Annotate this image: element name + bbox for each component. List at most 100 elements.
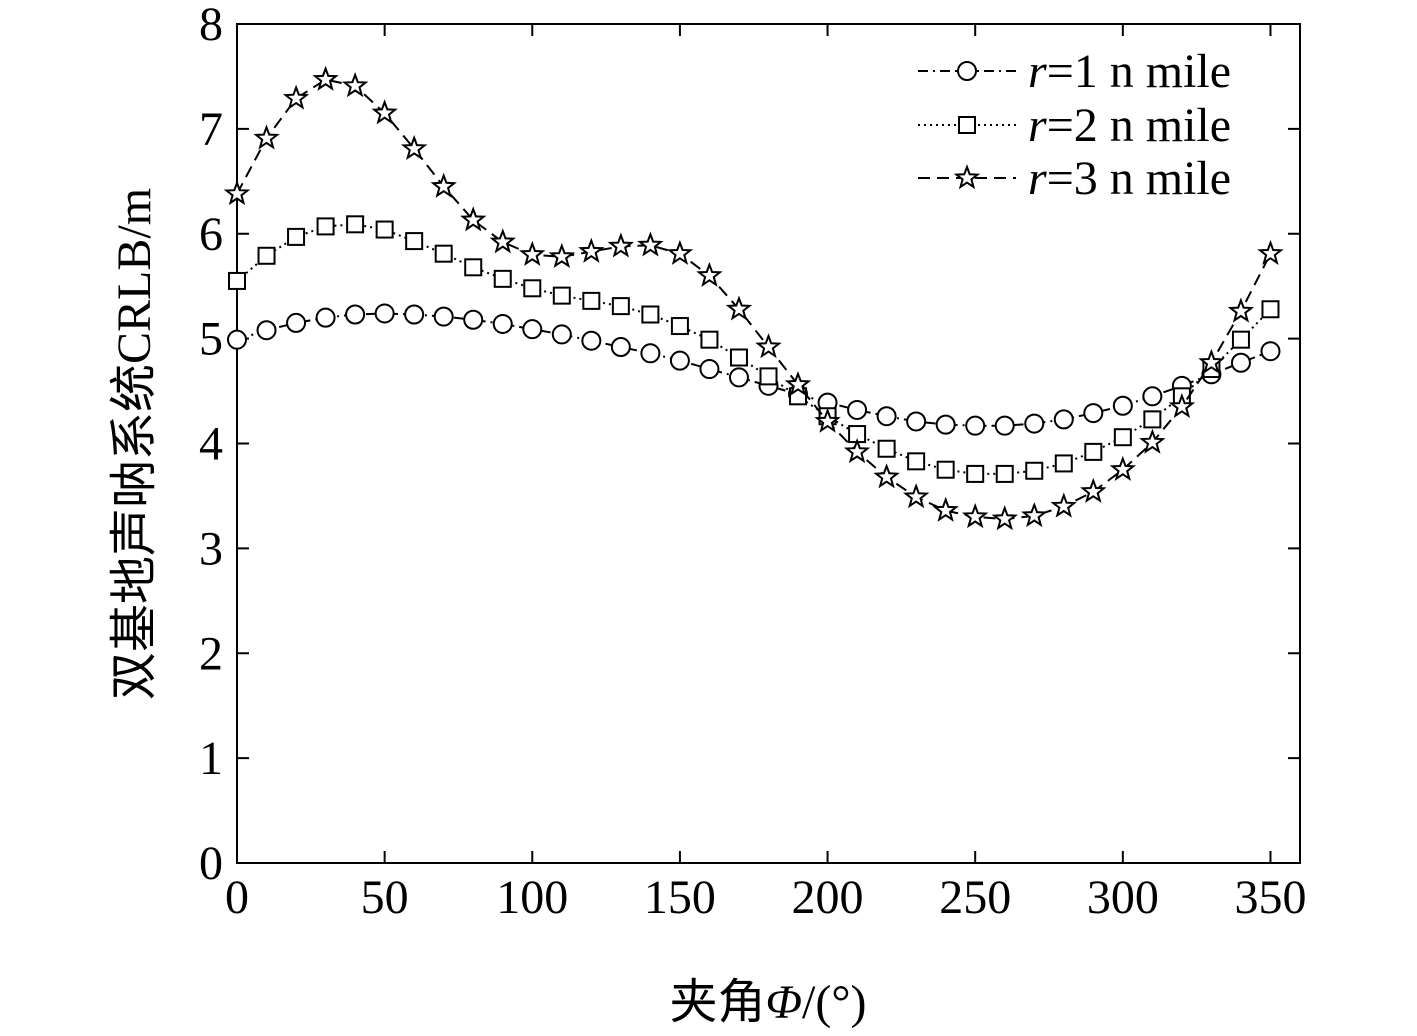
data-point-square <box>700 330 719 349</box>
data-point-square <box>1084 442 1103 461</box>
data-point-circle <box>286 312 307 333</box>
data-point-circle <box>994 415 1015 436</box>
data-point-star <box>1198 348 1225 374</box>
data-point-square <box>670 317 689 336</box>
data-point-square <box>907 452 926 471</box>
data-point-circle <box>404 304 425 325</box>
data-point-star <box>607 232 635 258</box>
data-point-star <box>843 438 871 464</box>
x-axis-label: 夹角Φ/(°) <box>669 976 866 1029</box>
data-point-star <box>932 496 959 522</box>
data-point-star <box>1109 455 1137 481</box>
data-point-circle <box>374 303 395 324</box>
x-axis-label-suffix: /(°) <box>802 976 867 1029</box>
data-point-star <box>1139 428 1166 454</box>
data-point-circle <box>906 411 927 432</box>
data-point-square <box>759 367 778 386</box>
data-point-square <box>936 460 955 479</box>
series-2 <box>228 215 1280 483</box>
data-point-star <box>223 180 251 206</box>
series-group <box>223 65 1284 531</box>
x-axis-ticks: 0 50 100 150 200 250 300 350 <box>225 24 1306 924</box>
data-point-square <box>287 227 306 246</box>
data-point-star <box>460 206 487 232</box>
data-point-square <box>1054 454 1073 473</box>
x-tick-label: 350 <box>1234 871 1306 924</box>
data-point-circle <box>935 414 956 435</box>
legend-item: r=2 n mile <box>918 99 1231 152</box>
data-point-circle <box>433 306 454 327</box>
data-point-square <box>611 297 630 316</box>
data-point-star <box>637 231 664 257</box>
data-point-star <box>991 505 1018 531</box>
data-point-star <box>1168 392 1196 419</box>
x-tick-label: 200 <box>792 871 864 924</box>
data-point-square <box>966 464 985 483</box>
data-point-circle <box>728 367 749 388</box>
data-point-circle <box>256 320 277 341</box>
x-tick-label: 0 <box>225 871 249 924</box>
data-point-circle <box>1053 409 1074 430</box>
legend-label: r=3 n mile <box>1028 152 1231 205</box>
data-point-star <box>312 65 339 91</box>
y-tick-label: 2 <box>199 627 223 680</box>
data-point-star <box>519 240 546 266</box>
x-tick-label: 150 <box>644 871 716 924</box>
data-point-star <box>253 124 280 150</box>
data-point-circle <box>1230 352 1251 373</box>
data-point-circle <box>847 399 868 420</box>
y-tick-label: 0 <box>199 837 223 890</box>
y-tick-label: 6 <box>199 208 223 261</box>
data-point-circle <box>1260 341 1281 362</box>
data-point-star <box>784 370 812 397</box>
data-point-circle <box>492 313 513 334</box>
y-tick-label: 3 <box>199 522 223 575</box>
y-axis-label: 双基地声呐系统CRLB/m <box>108 188 161 700</box>
data-point-star <box>341 72 369 98</box>
y-tick-label: 8 <box>199 0 223 51</box>
data-point-square <box>434 244 453 263</box>
data-point-star <box>961 503 989 529</box>
data-point-square <box>316 217 335 236</box>
data-point-square <box>729 348 748 367</box>
legend-item: r=3 n mile <box>918 152 1231 205</box>
legend-marker-circle <box>957 61 977 81</box>
series-1 <box>227 303 1281 436</box>
x-axis-label-prefix: 夹角 <box>669 976 765 1029</box>
data-point-star <box>578 237 605 263</box>
data-point-square <box>1113 428 1132 447</box>
y-axis-ticks: 0 1 2 3 4 5 6 7 8 <box>199 0 1300 890</box>
data-point-circle <box>315 307 336 328</box>
data-point-circle <box>581 330 602 351</box>
data-point-square <box>641 305 660 324</box>
x-axis-label-symbol: Φ <box>765 976 802 1029</box>
data-point-star <box>696 261 723 287</box>
y-tick-label: 5 <box>199 313 223 366</box>
data-point-circle <box>227 329 247 350</box>
data-point-star <box>873 463 900 489</box>
data-point-circle <box>1024 413 1045 434</box>
legend-marker-star <box>953 164 981 190</box>
data-point-star <box>1080 477 1107 503</box>
y-tick-label: 1 <box>199 732 223 785</box>
legend-label: r=1 n mile <box>1028 45 1231 98</box>
data-point-circle <box>1112 395 1133 416</box>
data-point-star <box>548 242 576 269</box>
data-point-star <box>1227 297 1255 323</box>
data-point-square <box>228 271 246 290</box>
data-point-square <box>1261 300 1280 319</box>
legend-marker-square <box>958 116 976 134</box>
data-point-circle <box>965 415 986 436</box>
data-point-square <box>375 220 394 239</box>
data-point-circle <box>640 343 661 364</box>
data-point-circle <box>522 319 543 340</box>
data-point-star <box>666 239 694 265</box>
y-tick-label: 4 <box>199 418 223 471</box>
x-tick-label: 100 <box>496 871 568 924</box>
data-point-star <box>371 99 398 125</box>
x-tick-label: 50 <box>361 871 409 924</box>
legend-label: r=2 n mile <box>1028 99 1231 152</box>
data-point-star <box>400 134 428 161</box>
